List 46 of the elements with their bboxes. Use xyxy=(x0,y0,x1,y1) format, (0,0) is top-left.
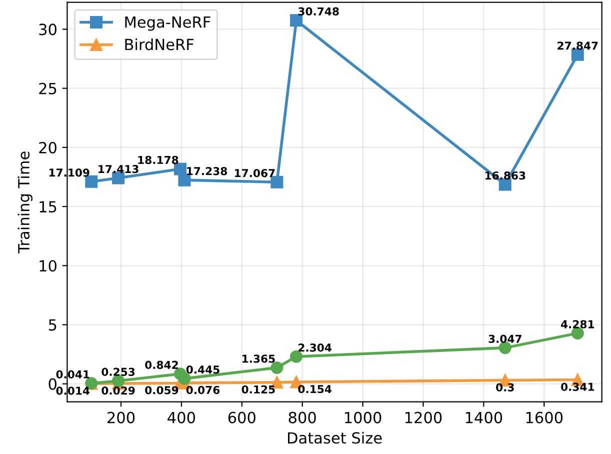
data-label: 30.748 xyxy=(298,7,339,16)
y-tick-label: 25 xyxy=(39,82,56,94)
point xyxy=(85,175,98,188)
data-label: 0.076 xyxy=(186,386,220,394)
x-tick-label: 600 xyxy=(228,412,256,424)
data-label: 17.413 xyxy=(98,164,138,174)
point xyxy=(290,350,303,363)
point xyxy=(178,174,191,186)
legend-label: Mega-NeRF xyxy=(125,16,210,31)
x-tick-label: 1000 xyxy=(345,412,382,424)
point xyxy=(290,14,303,27)
data-label: 18.178 xyxy=(138,156,178,164)
data-label: 0.253 xyxy=(102,368,135,376)
data-label: 0.059 xyxy=(145,386,178,394)
y-tick-label: 0 xyxy=(48,378,56,390)
point xyxy=(270,176,284,188)
point xyxy=(270,361,284,374)
x-tick-label: 1200 xyxy=(405,412,442,424)
x-axis-title: Dataset Size xyxy=(288,432,382,444)
data-label: 4.281 xyxy=(561,320,594,328)
data-label: 0.125 xyxy=(242,385,275,394)
data-label: 17.238 xyxy=(187,166,227,176)
point xyxy=(174,162,186,176)
legend-label: BirdNeRF xyxy=(125,38,194,50)
data-label: 2.304 xyxy=(298,344,332,352)
data-label: 3.047 xyxy=(488,334,522,343)
x-tick-label: 800 xyxy=(288,412,316,424)
data-label: 27.847 xyxy=(558,42,598,50)
x-tick-label: 200 xyxy=(108,412,135,424)
y-tick-label: 30 xyxy=(39,24,56,36)
data-label: 0.029 xyxy=(102,386,135,395)
x-tick-label: 1600 xyxy=(526,412,563,424)
data-label: 0.842 xyxy=(145,360,178,369)
point xyxy=(178,372,191,385)
x-tick-label: 1400 xyxy=(466,412,502,424)
y-tick-label: 10 xyxy=(40,260,56,272)
data-label: 0.445 xyxy=(186,365,220,374)
y-tick-label: 15 xyxy=(40,201,56,213)
y-tick-label: 20 xyxy=(39,142,56,154)
data-label: 17.067 xyxy=(234,169,275,178)
y-axis-title: Training Time xyxy=(18,152,32,254)
y-tick-label: 5 xyxy=(48,319,56,331)
data-label: 0.341 xyxy=(561,382,594,391)
x-tick-label: 400 xyxy=(168,412,196,424)
data-label: 1.365 xyxy=(242,354,275,363)
data-label: 0.154 xyxy=(298,384,332,394)
